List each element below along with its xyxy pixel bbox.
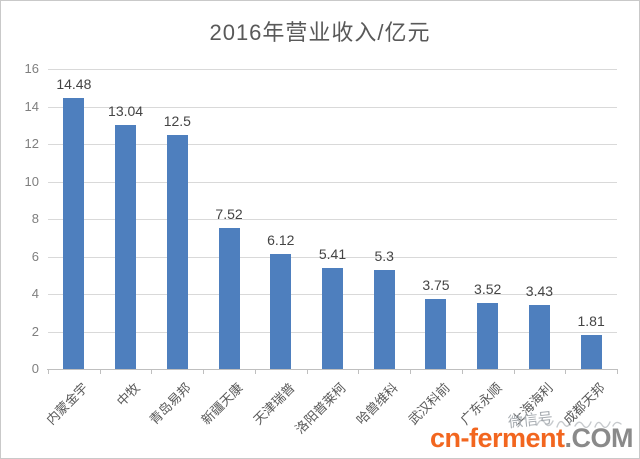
x-axis-category-label: 广东永顺: [457, 380, 505, 428]
x-axis-tick: [99, 369, 101, 374]
gridline: [48, 181, 617, 183]
x-axis-category-label: 中牧: [113, 380, 143, 410]
x-axis-tick: [565, 369, 567, 374]
x-axis-tick: [48, 369, 49, 374]
x-axis-tick: [306, 369, 308, 374]
illegible-scribble: [536, 419, 622, 429]
bar-value-label: 5.41: [318, 245, 347, 262]
x-axis-tick: [410, 369, 412, 374]
x-axis-tick: [203, 369, 205, 374]
bar: [373, 269, 395, 369]
bar-value-label: 3.75: [422, 276, 450, 293]
gridline: [48, 106, 617, 108]
chart-title: 2016年营业收入/亿元: [209, 20, 431, 45]
x-axis-category-label: 洛阳普莱柯: [292, 380, 350, 437]
watermark-tld-text: .COM: [564, 423, 634, 453]
bar: [528, 304, 550, 369]
x-axis-category-label: 新疆天康: [198, 380, 246, 428]
bar: [63, 97, 85, 369]
y-axis-tick-label: 0: [31, 361, 39, 376]
bar-value-label: 14.48: [56, 75, 92, 92]
y-axis-tick-label: 10: [24, 173, 39, 189]
bar-value-label: 6.12: [267, 232, 295, 249]
y-axis-tick-label: 8: [31, 211, 39, 226]
bar-value-label: 12.5: [163, 112, 191, 129]
watermark: 微信号 cn-ferment.COM: [429, 410, 634, 453]
bar-value-label: 3.52: [474, 281, 502, 297]
y-axis-tick-label: 4: [31, 286, 39, 301]
x-axis-tick: [617, 369, 618, 374]
y-axis-tick-label: 2: [31, 323, 39, 339]
x-axis-category-label: 天津瑞普: [250, 380, 298, 428]
y-axis-tick-label: 6: [31, 248, 39, 264]
gridline: [48, 256, 617, 258]
x-axis-category-label: 哈兽维科: [353, 380, 401, 428]
x-axis-tick: [151, 369, 153, 374]
bar: [270, 254, 292, 369]
bar-value-label: 7.52: [215, 206, 243, 222]
x-axis-tick: [254, 369, 256, 374]
gridline: [48, 69, 617, 70]
x-axis-category-label: 青岛易邦: [146, 380, 195, 428]
x-axis-category-label: 内蒙金宇: [43, 380, 91, 428]
y-axis-tick-label: 14: [24, 98, 39, 114]
bar: [218, 228, 240, 369]
x-axis-line: [47, 369, 617, 370]
bar: [166, 134, 188, 369]
y-axis-tick-label: 12: [24, 136, 39, 151]
x-axis-tick: [461, 369, 463, 374]
gridline: [48, 144, 617, 145]
bar-value-label: 1.81: [577, 313, 605, 330]
bar: [580, 335, 602, 369]
x-axis-tick: [513, 369, 515, 374]
bar-value-label: 5.3: [374, 247, 394, 264]
y-axis-tick-label: 16: [24, 61, 39, 76]
bar-value-label: 13.04: [108, 102, 144, 119]
bar: [477, 303, 499, 369]
bar-value-label: 3.43: [525, 282, 554, 299]
gridline: [48, 219, 617, 220]
bar: [115, 124, 137, 369]
bar: [322, 267, 343, 369]
x-axis-tick: [358, 369, 360, 374]
bar: [425, 298, 447, 369]
x-axis-category-label: 武汉科前: [405, 380, 453, 428]
watermark-site-text: cn-ferment: [429, 423, 565, 453]
